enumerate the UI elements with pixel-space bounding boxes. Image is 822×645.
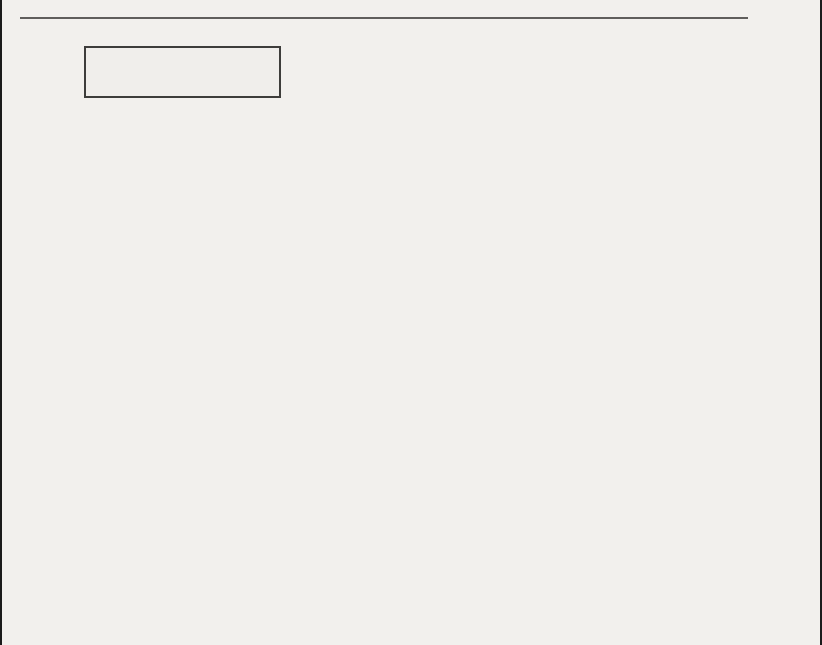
legend-line-swatch-gray <box>95 80 129 84</box>
legend-item-rl-run <box>95 60 270 64</box>
y-axis-label-malign-score <box>8 34 30 264</box>
page-border-right <box>820 0 822 645</box>
legend-item-baseline <box>95 80 270 84</box>
page-border-left <box>0 0 2 645</box>
legend-line-swatch-red <box>95 60 129 64</box>
y-axis-label-hack-rate <box>15 268 61 358</box>
figure-top-rule <box>20 17 748 19</box>
chart-legend <box>84 46 281 98</box>
